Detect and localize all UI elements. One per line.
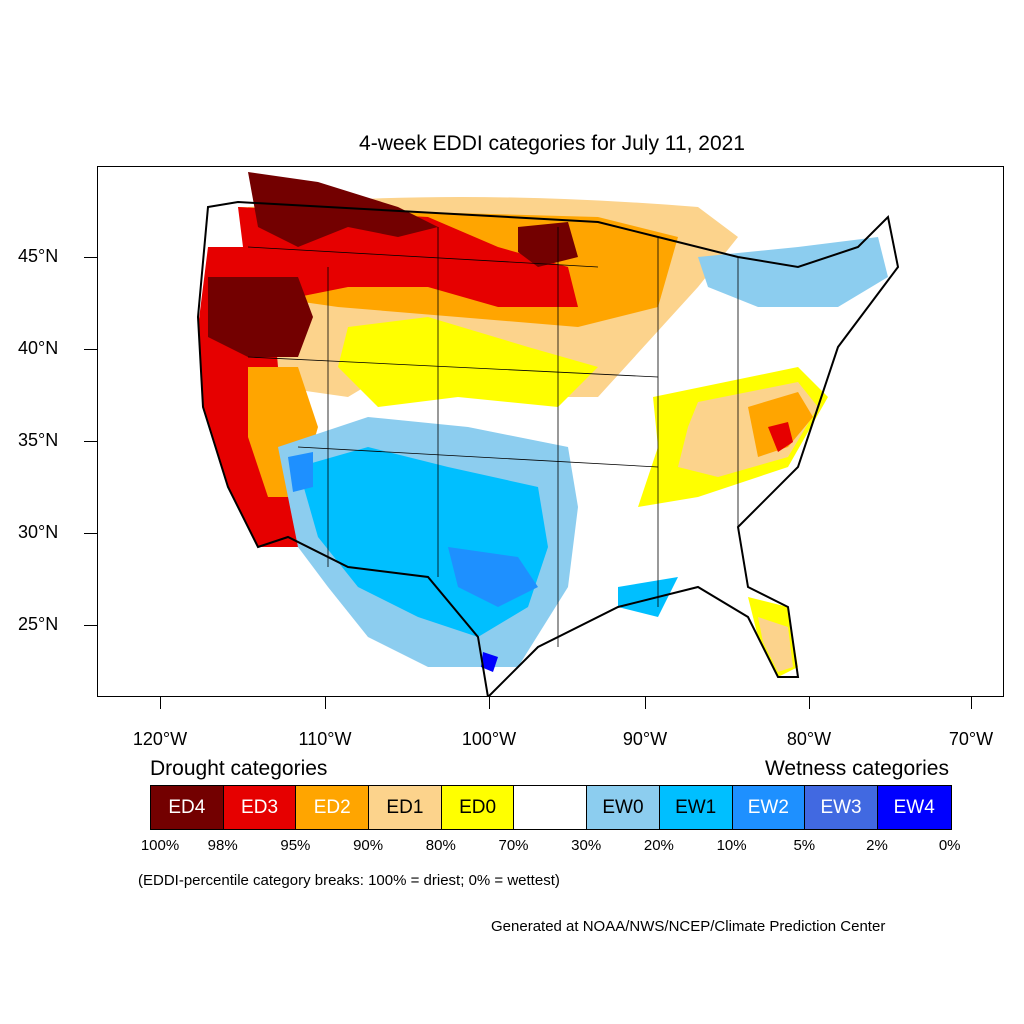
lat-tick-35 xyxy=(84,441,97,442)
region-ed4-oregon xyxy=(208,277,313,357)
lon-label-70: 70°W xyxy=(948,729,994,749)
region-ed4-northwest xyxy=(248,172,438,247)
legend-box-ed4: ED4 xyxy=(151,786,224,829)
percentile-label: 10% xyxy=(716,837,747,854)
percentile-label: 2% xyxy=(866,837,888,854)
region-ed4-minnesota xyxy=(518,222,578,267)
percentile-label: 80% xyxy=(425,837,456,854)
lat-tick-30 xyxy=(84,533,97,534)
percentile-label: 0% xyxy=(938,837,961,854)
legend-box-ew3: EW3 xyxy=(805,786,878,829)
lon-tick-100 xyxy=(489,697,490,709)
lon-tick-70 xyxy=(971,697,972,709)
legend-box-ew1: EW1 xyxy=(659,786,733,829)
lat-label-35: 35°N xyxy=(18,430,59,450)
lon-tick-90 xyxy=(645,697,646,709)
region-ew2-texas xyxy=(448,547,538,607)
legend-box-ed1: ED1 xyxy=(369,786,442,829)
wetness-categories-heading: Wetness categories xyxy=(764,757,949,780)
category-legend: ED4 ED3 ED2 ED1 ED0 EW0 EW1 EW2 EW3 EW4 xyxy=(150,785,952,830)
lon-label-110: 110°W xyxy=(298,729,352,749)
lon-label-90: 90°W xyxy=(622,729,668,749)
region-ew4-texas xyxy=(481,652,498,672)
percentile-label: 90% xyxy=(353,837,384,854)
percentile-label: 95% xyxy=(280,837,311,854)
eddi-map-canvas xyxy=(196,172,900,696)
region-ew2-arizona xyxy=(288,452,313,492)
lon-label-80: 80°W xyxy=(786,729,832,749)
lon-tick-80 xyxy=(809,697,810,709)
region-ed3-virginia xyxy=(768,422,793,452)
legend-box-ew4: EW4 xyxy=(877,786,951,829)
percentile-label: 20% xyxy=(643,837,674,854)
legend-box-ed3: ED3 xyxy=(223,786,297,829)
lat-tick-25 xyxy=(84,625,97,626)
percentile-label: 5% xyxy=(793,837,816,854)
percentile-label: 98% xyxy=(207,837,238,854)
legend-box-ew2: EW2 xyxy=(732,786,806,829)
map-title: 4-week EDDI categories for July 11, 2021 xyxy=(359,132,745,155)
region-ew1-gulf xyxy=(618,577,678,617)
category-note: (EDDI-percentile category breaks: 100% =… xyxy=(138,872,560,889)
lon-label-100: 100°W xyxy=(461,729,517,749)
lat-label-30: 30°N xyxy=(18,522,59,542)
state-lines xyxy=(247,227,739,647)
region-ed0-plains xyxy=(338,317,598,407)
legend-box-neutral xyxy=(514,786,588,829)
drought-categories-heading: Drought categories xyxy=(150,757,328,780)
lon-tick-120 xyxy=(160,697,161,709)
legend-box-ed2: ED2 xyxy=(296,786,370,829)
region-ed1-florida xyxy=(758,617,793,672)
percentile-label: 30% xyxy=(571,837,602,854)
us-outline xyxy=(196,200,900,696)
lat-tick-40 xyxy=(84,349,97,350)
lon-label-120: 120°W xyxy=(132,729,188,749)
legend-box-ew0: EW0 xyxy=(587,786,660,829)
percentile-label: 70% xyxy=(498,837,529,854)
lat-label-25: 25°N xyxy=(18,614,59,634)
legend-box-ed0: ED0 xyxy=(441,786,515,829)
lat-tick-45 xyxy=(84,257,97,258)
credit-line: Generated at NOAA/NWS/NCEP/Climate Predi… xyxy=(491,918,886,935)
lon-tick-110 xyxy=(325,697,326,709)
eddi-map xyxy=(97,166,1004,697)
lat-label-45: 45°N xyxy=(18,246,59,266)
lat-label-40: 40°N xyxy=(18,338,59,358)
percentile-label: 100% xyxy=(140,837,180,854)
region-ew0-greatlakes xyxy=(698,237,888,307)
